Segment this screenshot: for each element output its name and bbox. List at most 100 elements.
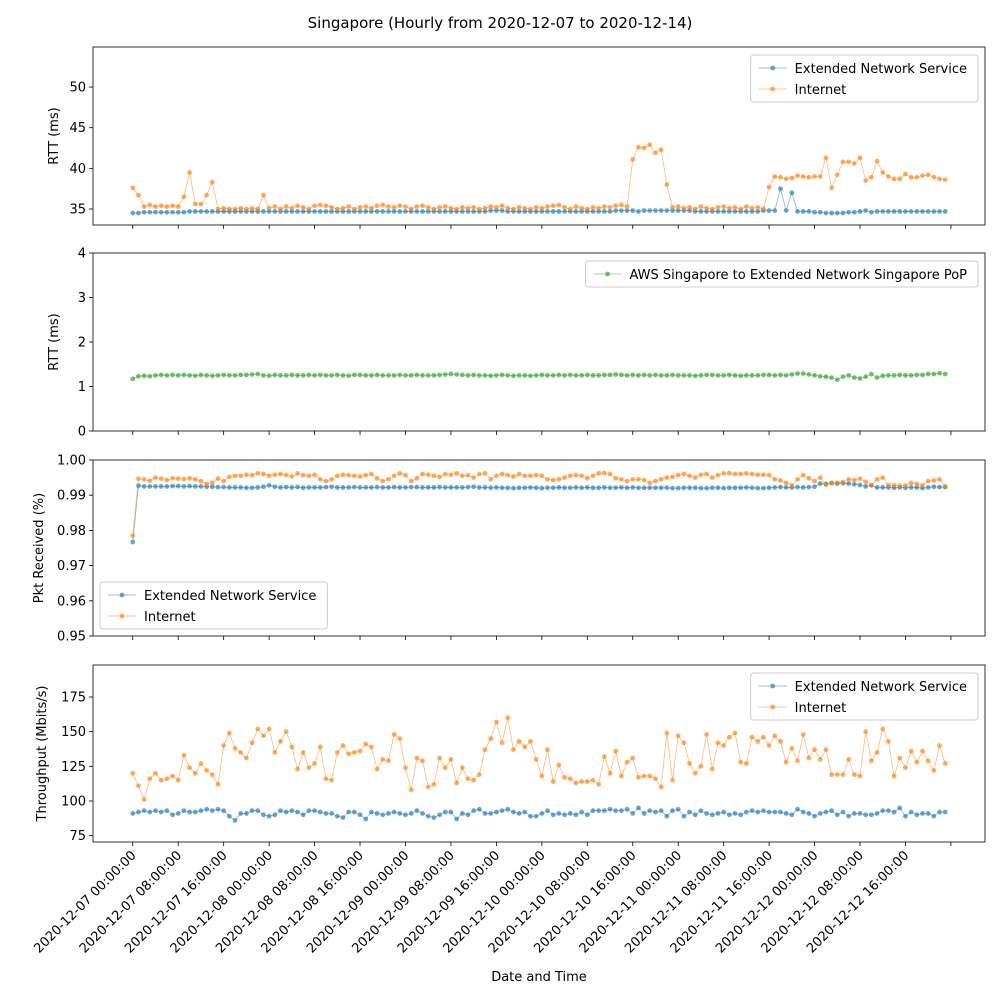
data-point [164,776,170,782]
data-point [192,484,198,489]
data-point [607,204,613,210]
data-point [363,816,369,822]
data-point [471,372,477,378]
data-point [266,373,272,379]
data-point [420,485,425,490]
data-point [465,484,471,490]
data-point [334,813,340,819]
data-point [914,759,920,765]
data-point [846,476,852,482]
data-point [709,485,715,491]
data-point [914,481,920,487]
data-point [187,209,192,214]
legend-frame [750,672,979,721]
data-point [931,209,937,214]
data-point [261,192,266,198]
series-line [132,472,946,536]
data-point [823,809,829,815]
data-point [136,783,141,789]
y-tick-label: 50 [69,81,86,96]
data-point [130,376,136,382]
data-point [681,372,687,378]
data-point [238,473,244,479]
data-point [613,808,619,814]
data-point [386,476,391,482]
data-point [204,192,210,198]
data-point [346,751,352,757]
data-point [857,811,863,816]
data-point [721,209,727,214]
data-point [204,372,210,378]
data-point [920,372,925,378]
data-point [857,773,863,779]
data-point [812,209,817,215]
data-point [329,777,335,783]
data-point [590,209,596,214]
data-point [556,811,562,816]
data-point [300,485,306,491]
data-point [556,485,562,490]
data-point [442,372,448,377]
data-point [886,209,891,214]
data-point [732,811,738,816]
data-point [340,472,346,478]
data-point [584,206,590,212]
data-point [499,740,505,746]
data-point [942,809,948,815]
data-point [658,372,664,378]
series-line [132,187,946,214]
data-point [437,372,442,378]
data-point [761,372,766,378]
data-point [806,811,812,816]
data-point [624,759,630,765]
data-point [908,174,914,180]
data-point [687,761,692,766]
data-point [431,815,437,821]
data-point [891,809,897,815]
data-point [692,373,698,379]
data-point [704,205,710,211]
data-point [170,812,175,818]
data-point [471,484,477,490]
data-point [800,174,806,179]
data-point [834,210,840,216]
data-point [170,203,175,209]
data-point [261,812,266,818]
data-point [181,194,187,200]
data-point [914,485,920,490]
data-point [226,372,232,378]
data-point [516,471,522,477]
y-tick-label: 40 [69,162,86,177]
data-point [312,761,317,766]
data-point [261,484,266,490]
data-point [346,485,352,490]
data-point [136,192,141,198]
data-point [522,473,528,479]
data-point [283,729,289,735]
data-point [516,204,522,210]
data-point [295,372,300,378]
data-point [226,485,232,490]
data-point [255,206,261,212]
data-point [170,475,175,481]
data-point [482,747,488,753]
data-point [238,205,244,211]
data-point [397,209,403,214]
data-point [874,476,880,482]
data-point [459,811,465,816]
data-point [368,485,374,490]
data-point [397,736,403,741]
data-point [221,478,227,484]
y-axis-label: Pkt Received (%) [32,493,47,603]
data-point [903,765,908,771]
data-point [550,812,556,818]
data-point [550,779,556,784]
data-point [391,809,397,815]
data-point [221,484,227,490]
data-point [618,372,624,378]
data-point [278,206,283,212]
data-point [215,372,221,378]
data-point [414,204,420,209]
legend-frame [585,260,979,288]
data-point [425,472,431,478]
